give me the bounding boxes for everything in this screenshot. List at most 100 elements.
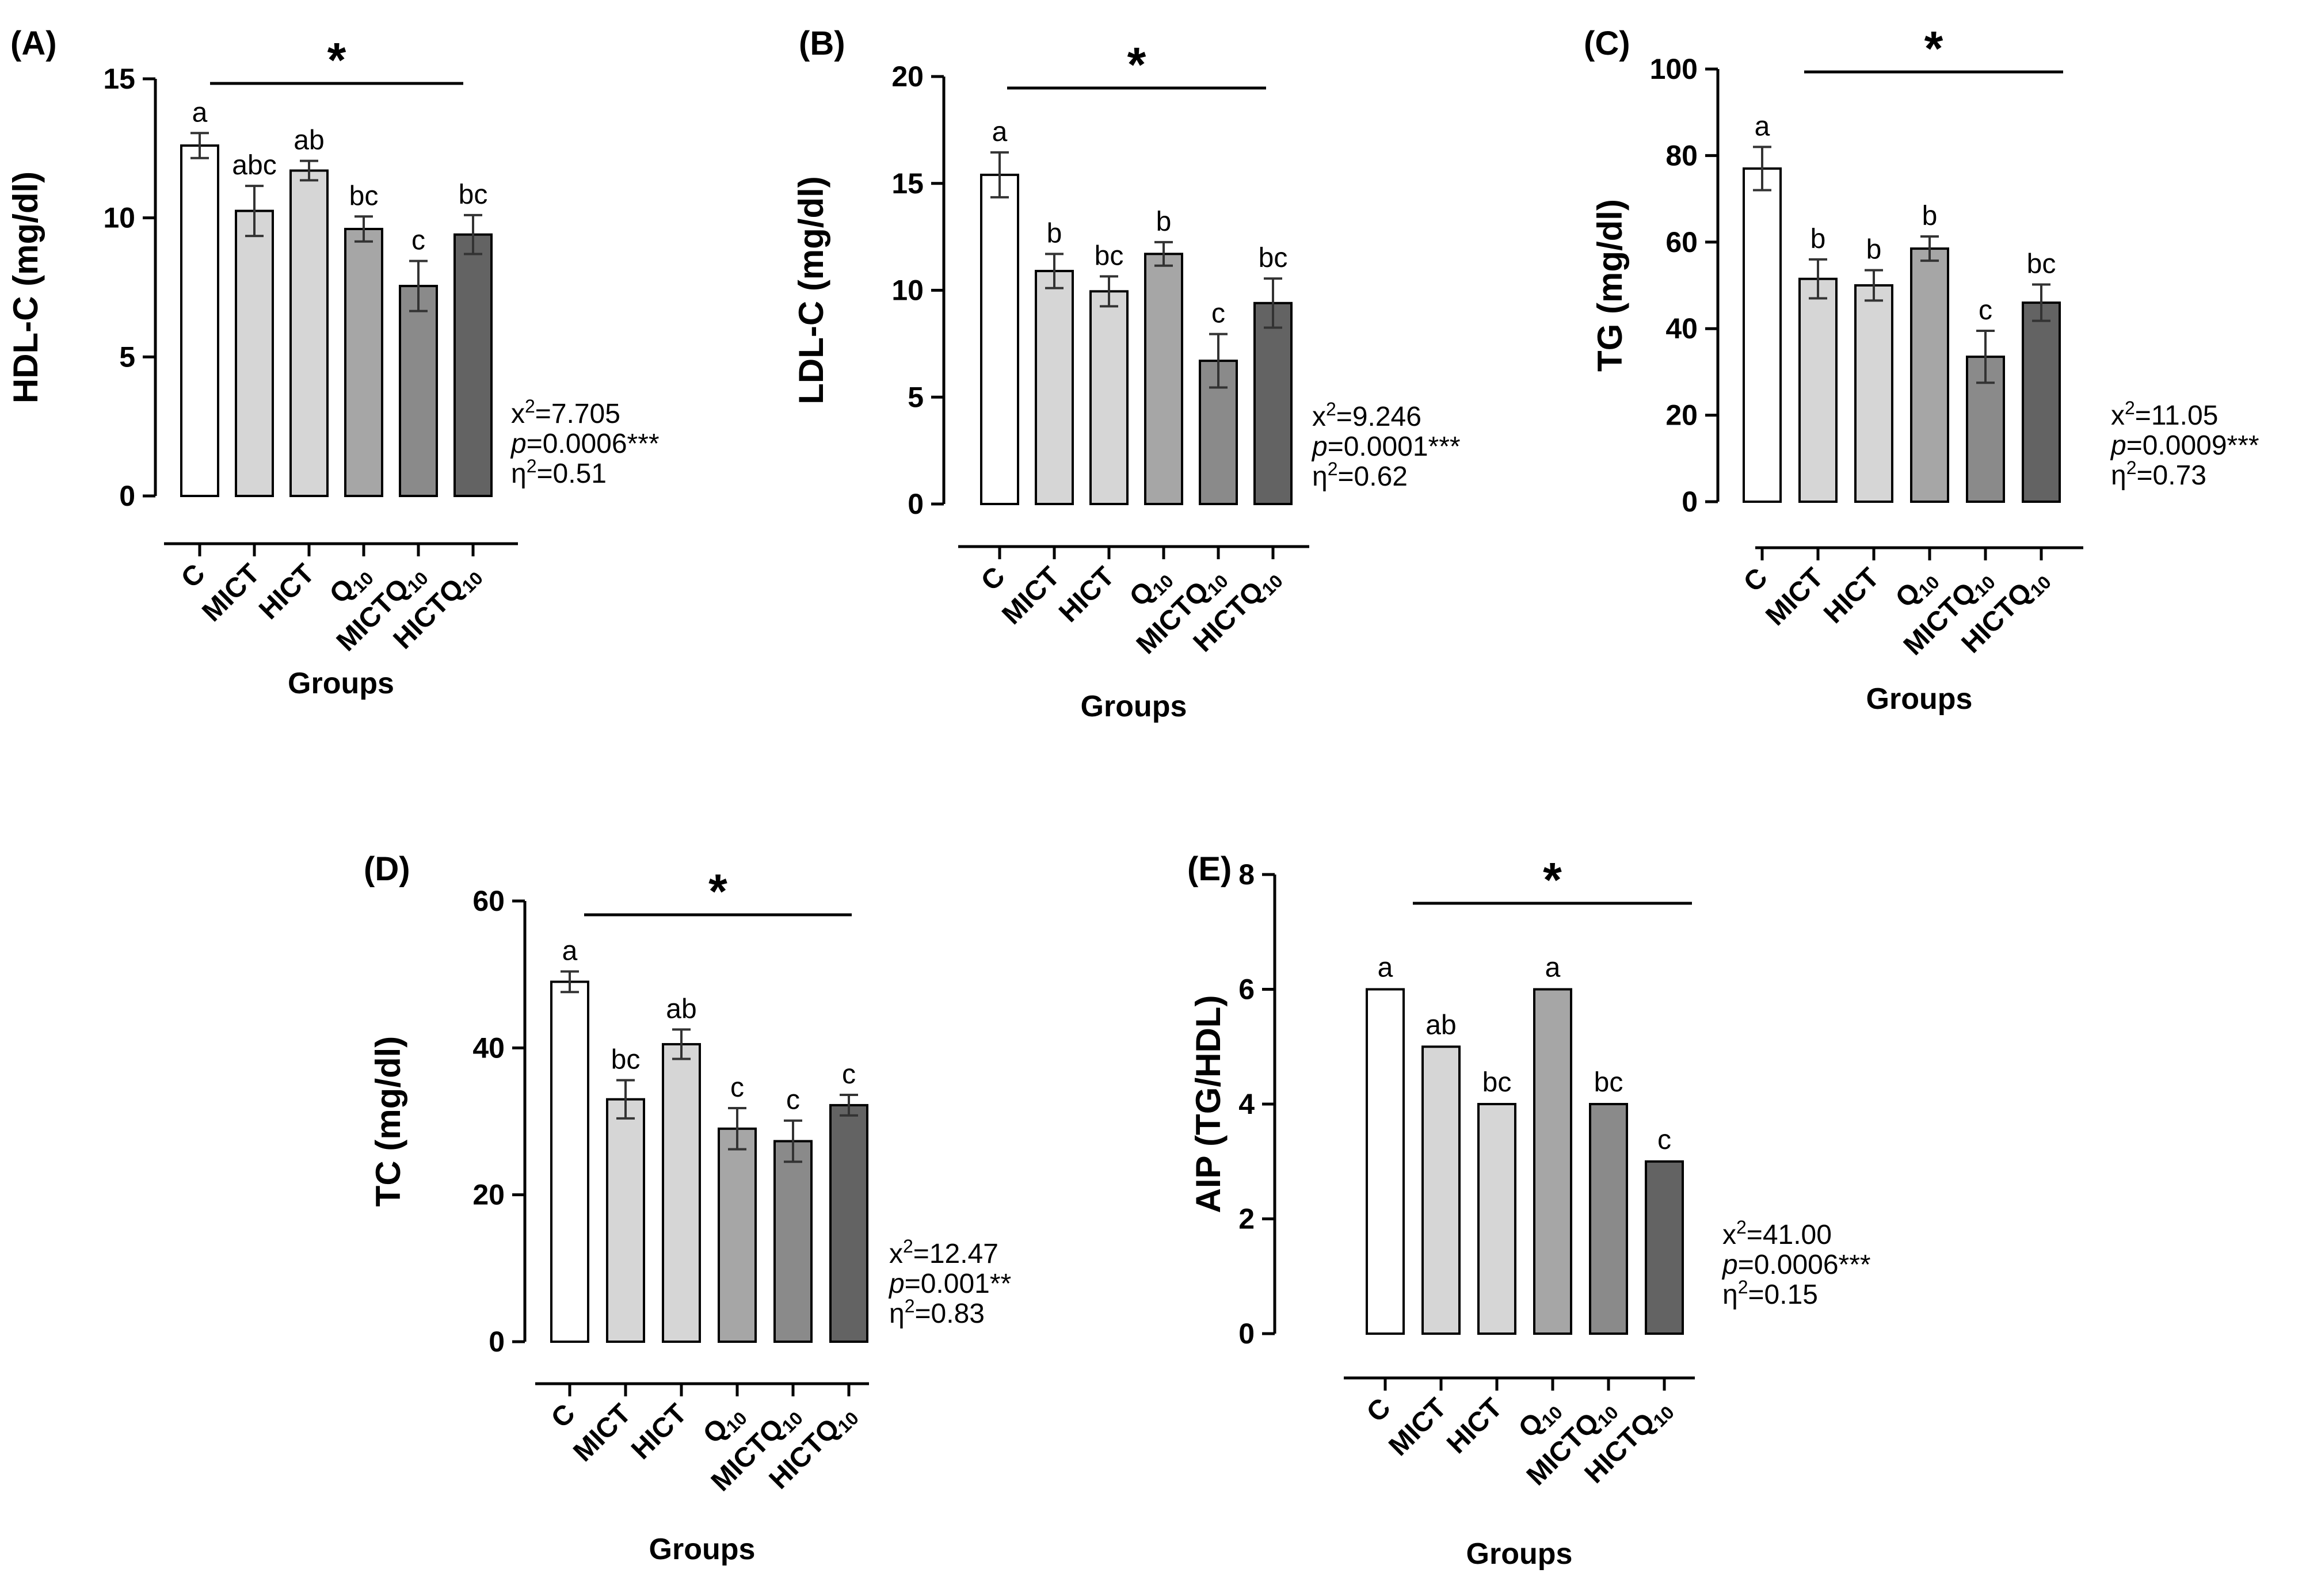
y-tick-label: 0 <box>1238 1318 1255 1350</box>
x-axis-title: Groups <box>1866 682 1973 716</box>
bar <box>344 228 383 497</box>
bar <box>1798 277 1838 503</box>
x-tick-label-main: MICT <box>1760 562 1829 631</box>
y-axis-title: TC (mg/dl) <box>369 1036 407 1207</box>
x-tick-label-main: C <box>1361 1392 1397 1428</box>
stat-chi-exponent: 2 <box>1736 1217 1747 1238</box>
stat-eta-symbol: η <box>1312 461 1328 492</box>
x-tick-label-main: HICT <box>1818 562 1885 629</box>
group-letter: a <box>1378 953 1393 983</box>
stat-eta-exponent: 2 <box>527 456 537 476</box>
group-letter: b <box>1811 224 1826 254</box>
x-tick-label: C <box>546 1398 581 1434</box>
bar <box>289 169 329 497</box>
x-tick-label-main: C <box>176 558 211 594</box>
y-tick-label: 4 <box>1238 1088 1255 1120</box>
x-tick-label: C <box>1738 562 1774 598</box>
group-letter: c <box>411 226 425 256</box>
group-letter: b <box>1922 201 1938 231</box>
bar <box>235 209 274 497</box>
stat-p-value: p=0.0006*** <box>510 429 660 459</box>
group-letter: bc <box>349 181 379 211</box>
bar <box>1035 270 1074 505</box>
stat-eta-symbol: η <box>1722 1280 1738 1310</box>
stat-eta-value: =0.15 <box>1748 1280 1818 1310</box>
y-tick-label: 60 <box>472 885 505 917</box>
stat-chi-square: x2=9.246 <box>1312 399 1421 432</box>
group-letter: c <box>1657 1125 1671 1155</box>
bar <box>662 1043 701 1343</box>
stat-p-value: p=0.0001*** <box>1311 432 1461 462</box>
stat-p-symbol: p <box>2110 430 2126 461</box>
significance-marker: * <box>1924 21 1943 75</box>
stat-eta-squared: η2=0.51 <box>511 456 607 489</box>
group-letter: a <box>1755 111 1770 142</box>
x-axis-title: Groups <box>1466 1537 1573 1571</box>
x-tick-label: C <box>1361 1392 1397 1428</box>
y-tick-label: 60 <box>1665 226 1698 258</box>
group-letter: c <box>1979 295 1992 326</box>
stat-chi-exponent: 2 <box>2125 398 2135 418</box>
x-tick-label: HICT <box>1053 561 1120 628</box>
group-letter: ab <box>1425 1010 1456 1040</box>
panel-label: (D) <box>364 850 410 888</box>
bar <box>1910 247 1949 503</box>
x-axis-title: Groups <box>288 667 394 700</box>
group-letter: bc <box>1095 240 1124 271</box>
stat-p-number: =0.0009*** <box>2126 430 2259 461</box>
y-axis-title: LDL-C (mg/dl) <box>792 176 830 404</box>
x-tick-label-main: MICT <box>567 1398 636 1467</box>
group-letter: a <box>1545 953 1561 983</box>
y-tick-label: 20 <box>891 60 924 93</box>
stat-eta-squared: η2=0.73 <box>2111 457 2206 491</box>
x-axis-title: Groups <box>649 1533 756 1566</box>
stat-chi-square: x2=41.00 <box>1722 1217 1832 1250</box>
y-axis-title: TG (mg/dl) <box>1591 199 1629 372</box>
stat-eta-value: =0.51 <box>537 459 607 489</box>
y-tick-label: 15 <box>891 167 924 200</box>
significance-marker: * <box>327 33 346 87</box>
y-axis-title: AIP (TG/HDL) <box>1189 995 1228 1213</box>
x-tick-label: C <box>975 561 1011 597</box>
y-axis-title: HDL-C (mg/dl) <box>6 171 45 403</box>
stat-p-symbol: p <box>1721 1250 1738 1280</box>
x-tick-label: HICT <box>626 1398 693 1465</box>
bar <box>1144 253 1183 505</box>
bar <box>1253 301 1293 505</box>
y-tick-label: 100 <box>1650 53 1698 85</box>
x-tick-label-main: MICT <box>196 558 265 627</box>
y-tick-label: 0 <box>119 480 135 512</box>
y-tick-label: 0 <box>1682 486 1698 518</box>
stat-chi-exponent: 2 <box>525 396 535 417</box>
x-tick-label-main: HICT <box>253 558 321 625</box>
stat-chi-symbol: x <box>1312 402 1326 432</box>
bar <box>1743 167 1782 503</box>
group-letter: bc <box>611 1045 641 1075</box>
stat-eta-symbol: η <box>889 1299 905 1329</box>
stat-chi-value: =7.705 <box>535 399 620 429</box>
y-tick-label: 40 <box>1665 312 1698 345</box>
x-tick-label: MICT <box>567 1398 636 1467</box>
y-tick-label: 15 <box>103 63 135 95</box>
x-tick-label-main: HICT <box>1441 1392 1508 1460</box>
y-tick-label: 20 <box>1665 399 1698 432</box>
significance-marker: * <box>708 864 727 918</box>
stat-chi-exponent: 2 <box>903 1236 913 1257</box>
group-letter: b <box>1047 218 1062 249</box>
stat-chi-square: x2=12.47 <box>889 1236 998 1269</box>
y-tick-label: 2 <box>1238 1203 1255 1235</box>
stat-eta-symbol: η <box>511 459 527 489</box>
group-letter: b <box>1866 235 1882 265</box>
y-tick-label: 10 <box>103 202 135 234</box>
stat-eta-exponent: 2 <box>2126 457 2137 478</box>
x-tick-label: HICTQ10 <box>1579 1392 1678 1491</box>
stat-eta-squared: η2=0.15 <box>1722 1277 1818 1310</box>
x-tick-label-main: C <box>546 1398 581 1434</box>
bar <box>829 1104 868 1343</box>
x-tick-label-main: C <box>975 561 1011 597</box>
x-tick-label: HICTQ10 <box>764 1398 863 1497</box>
stat-eta-exponent: 2 <box>1328 459 1338 479</box>
